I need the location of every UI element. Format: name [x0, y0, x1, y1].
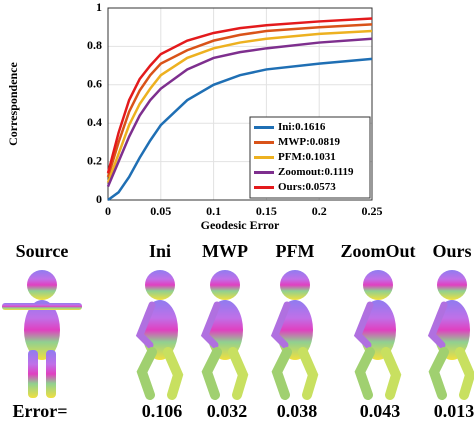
y-tick-label: 0.8: [87, 38, 102, 52]
series-line: [106, 17, 373, 174]
column-label: Ini: [149, 241, 171, 261]
column-label: PFM: [276, 241, 315, 261]
series-line: [107, 57, 373, 202]
shape-leg: [46, 350, 56, 398]
x-tick-label: 0: [105, 204, 111, 218]
shape-head: [437, 270, 467, 300]
legend-label: Ours:0.0573: [278, 181, 336, 193]
shape-head: [280, 270, 310, 300]
shape-leg: [28, 350, 38, 398]
shape-arm: [353, 301, 374, 349]
series-line: [106, 37, 373, 188]
column-label: ZoomOut: [340, 241, 415, 261]
y-tick-label: 0.2: [87, 153, 102, 167]
shape: [135, 270, 184, 400]
shape: [200, 270, 249, 400]
shape-arms: [2, 303, 82, 310]
y-axis-label: Correspondence: [6, 61, 20, 145]
shape-leg: [201, 347, 222, 400]
shape-leg: [228, 347, 249, 400]
y-tick-label: 0: [96, 192, 102, 206]
y-tick-label: 0.4: [87, 115, 102, 129]
shape-leg: [271, 347, 292, 400]
legend-label: Zoomout:0.1119: [278, 166, 354, 178]
x-tick-label: 0.25: [362, 204, 383, 218]
shape-leg: [354, 347, 375, 400]
shape-arm: [427, 301, 448, 349]
shape-arm: [200, 301, 221, 349]
shape-leg: [381, 347, 402, 400]
shape-arm: [135, 301, 156, 349]
x-axis-label: Geodesic Error: [201, 218, 280, 232]
shape-leg: [136, 347, 157, 400]
plot-frame: [107, 7, 373, 201]
shape-head: [210, 270, 240, 300]
shape-head: [363, 270, 393, 300]
error-label: Error=: [13, 401, 68, 421]
column-label: MWP: [202, 241, 248, 261]
legend-label: PFM:0.1031: [278, 151, 336, 163]
column-label: Ours: [432, 241, 471, 261]
error-value: 0.043: [360, 401, 401, 421]
shape-arm: [270, 301, 291, 349]
shape-leg: [163, 347, 184, 400]
shape: [427, 270, 474, 400]
x-tick-label: 0.2: [312, 204, 327, 218]
shape-head: [145, 270, 175, 300]
error-value: 0.013: [434, 401, 474, 421]
x-tick-label: 0.1: [206, 204, 221, 218]
shape-body: [24, 300, 60, 360]
error-value: 0.106: [142, 401, 183, 421]
series-line: [106, 29, 373, 184]
y-tick-label: 0.6: [87, 77, 102, 91]
x-tick-label: 0.05: [150, 204, 171, 218]
series-line: [106, 23, 373, 178]
x-tick-label: 0.15: [256, 204, 277, 218]
legend-label: Ini:0.1616: [278, 121, 326, 133]
shape-leg: [298, 347, 319, 400]
shape: [2, 270, 82, 398]
shape-head: [27, 270, 57, 300]
y-tick-label: 1: [96, 0, 102, 14]
shape: [270, 270, 319, 400]
shape-leg: [428, 347, 449, 400]
shape: [353, 270, 402, 400]
shape-leg: [455, 347, 474, 400]
error-value: 0.038: [277, 401, 318, 421]
legend-label: MWP:0.0819: [278, 136, 341, 148]
column-label: Source: [16, 241, 69, 261]
error-value: 0.032: [207, 401, 248, 421]
